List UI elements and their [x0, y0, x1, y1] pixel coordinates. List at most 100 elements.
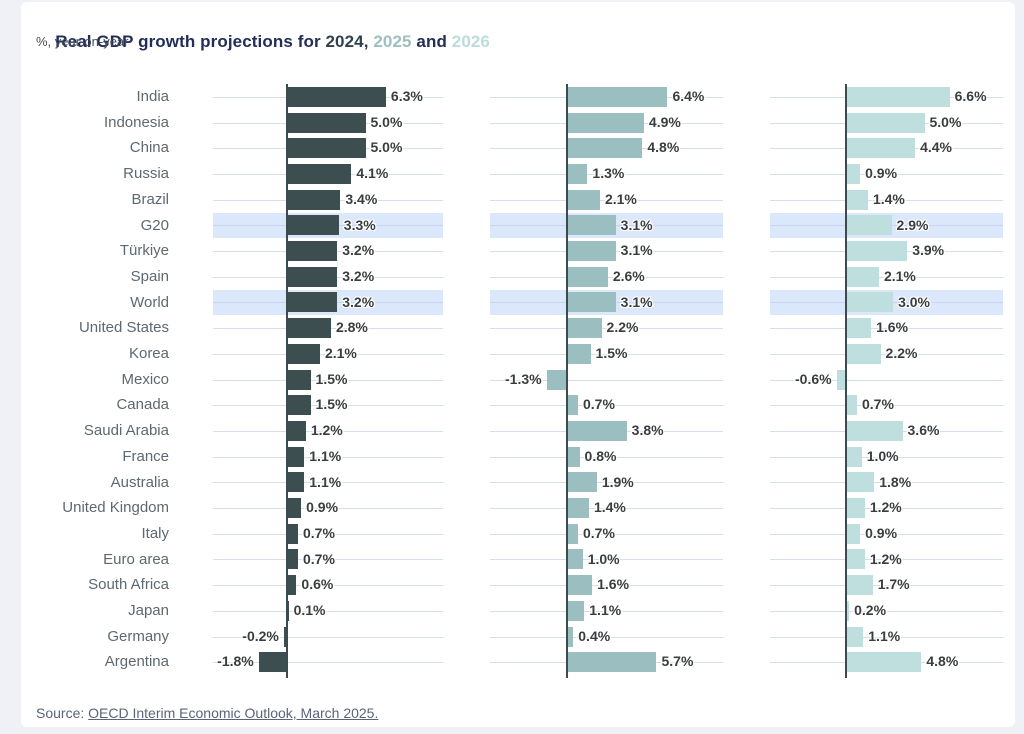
- title-year-2026: 2026: [451, 32, 490, 51]
- panel-2026: 5.0%: [770, 110, 1003, 136]
- value-label-2026: -0.6%: [795, 370, 832, 387]
- gridline: [770, 276, 1003, 278]
- panel-2024: 1.1%: [213, 470, 443, 496]
- country-label: Argentina: [104, 653, 169, 671]
- panel-2024: -0.2%: [213, 624, 443, 650]
- value-label-2025: 4.9%: [648, 113, 681, 130]
- bar-2026: [846, 549, 865, 570]
- value-label-2024: 1.5%: [315, 396, 348, 413]
- bar-2024: [287, 369, 311, 390]
- bar-2025: [567, 189, 600, 210]
- value-label-2024: 2.1%: [324, 345, 357, 361]
- gridline: [490, 328, 723, 330]
- bar-chart: India 6.3% 6.4% 6.6% Indonesia 5.0% 4.9% 5.0% Ch…: [21, 84, 1015, 678]
- panel-2026: 3.9%: [770, 238, 1003, 264]
- bar-2024: [287, 343, 320, 364]
- value-label-2026: 0.9%: [865, 165, 898, 182]
- gridline: [490, 533, 723, 535]
- gridline: [213, 353, 443, 355]
- chart-row: G20 3.3% 3.1% 2.9%: [21, 212, 1015, 239]
- gridline: [770, 636, 1003, 638]
- chart-subtitle: %, year-on-year: [36, 34, 129, 49]
- bar-2024: [287, 472, 305, 493]
- bar-2026: [846, 292, 894, 313]
- value-label-2026: 2.9%: [896, 216, 929, 233]
- panel-2025: 0.8%: [490, 444, 723, 470]
- panel-2026: 1.1%: [770, 624, 1003, 650]
- panel-2026-highlighted: 3.0%: [770, 289, 1003, 316]
- gridline: [770, 456, 1003, 458]
- panel-2025: 3.1%: [490, 238, 723, 264]
- gridline: [213, 636, 443, 638]
- gridline: [770, 559, 1003, 561]
- gridline: [490, 353, 723, 355]
- gridline: [770, 482, 1003, 484]
- bar-2025: [567, 343, 591, 364]
- value-label-2025: 0.7%: [582, 396, 615, 413]
- bar-2024: [287, 498, 302, 519]
- bar-2025: [567, 318, 602, 339]
- panel-2025: 2.2%: [490, 315, 723, 341]
- bar-2025: [546, 369, 567, 390]
- bar-2025: [567, 446, 580, 467]
- gridline: [213, 585, 443, 587]
- value-label-2025: 3.8%: [631, 422, 664, 439]
- panel-2024: 5.0%: [213, 110, 443, 136]
- value-label-2025: 2.2%: [606, 319, 639, 336]
- bar-2025: [567, 138, 643, 159]
- bar-2024: [287, 86, 386, 107]
- gridline: [490, 585, 723, 587]
- value-label-2026: 1.4%: [872, 190, 905, 207]
- bar-2026: [846, 446, 862, 467]
- bar-2026: [846, 498, 865, 519]
- bar-2025: [567, 523, 578, 544]
- value-label-2026: 1.2%: [869, 550, 902, 567]
- value-label-2025: 1.5%: [595, 345, 628, 361]
- bar-2024: [287, 446, 305, 467]
- panel-2026: -0.6%: [770, 367, 1003, 393]
- gridline: [213, 662, 443, 664]
- panel-2025: 2.1%: [490, 187, 723, 213]
- value-label-2026: 0.2%: [854, 602, 887, 618]
- panel-2026: 1.2%: [770, 547, 1003, 573]
- chart-row: Indonesia 5.0% 4.9% 5.0%: [21, 110, 1015, 136]
- value-label-2024: 5.0%: [370, 139, 403, 156]
- value-label-2026: 6.6%: [954, 88, 987, 104]
- panel-2026-highlighted: 2.9%: [770, 212, 1003, 239]
- value-label-2025: 2.1%: [604, 190, 637, 207]
- source-link[interactable]: OECD Interim Economic Outlook, March 202…: [88, 705, 379, 721]
- panel-2024: 5.0%: [213, 135, 443, 161]
- panel-2025: 1.9%: [490, 470, 723, 496]
- gridline: [213, 508, 443, 510]
- country-label: Spain: [130, 267, 169, 285]
- gridline: [770, 328, 1003, 330]
- country-label: Saudi Arabia: [83, 422, 169, 440]
- chart-row: Spain 3.2% 2.6% 2.1%: [21, 264, 1015, 290]
- country-label: Italy: [141, 524, 169, 542]
- chart-row: United States 2.8% 2.2% 1.6%: [21, 315, 1015, 341]
- chart-row: China 5.0% 4.8% 4.4%: [21, 135, 1015, 161]
- value-label-2024: 0.7%: [302, 524, 335, 541]
- bar-2026: [846, 266, 879, 287]
- value-label-2024: 4.1%: [356, 165, 389, 182]
- bar-2025: [567, 86, 668, 107]
- bar-2025: [567, 549, 583, 570]
- value-label-2025: 2.6%: [612, 267, 645, 284]
- panel-2024: 1.1%: [213, 444, 443, 470]
- panel-2026: 1.4%: [770, 187, 1003, 213]
- gridline: [213, 405, 443, 407]
- panel-2025: 1.6%: [490, 572, 723, 598]
- panel-2024: 0.7%: [213, 547, 443, 573]
- bar-2025: [567, 472, 597, 493]
- chart-row: South Africa 0.6% 1.6% 1.7%: [21, 572, 1015, 598]
- bar-2025: [567, 266, 608, 287]
- source-line: Source: OECD Interim Economic Outlook, M…: [36, 705, 378, 721]
- panel-2024: 3.2%: [213, 264, 443, 290]
- gridline: [770, 508, 1003, 510]
- panel-2026: 0.2%: [770, 598, 1003, 624]
- country-label: Euro area: [103, 550, 169, 568]
- country-label: South Africa: [88, 576, 169, 594]
- panel-2025: 1.0%: [490, 547, 723, 573]
- value-label-2025: 0.8%: [584, 447, 617, 464]
- bar-2026: [846, 189, 868, 210]
